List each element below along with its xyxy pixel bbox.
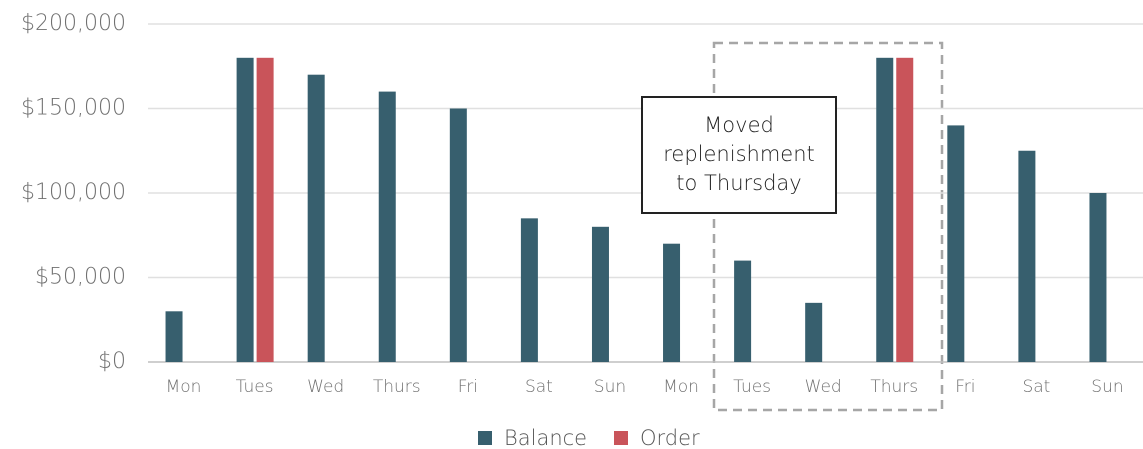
bar [165,311,183,362]
bar [734,260,752,362]
bar [307,74,325,362]
x-tick-label: Fri [458,377,478,397]
bar [663,243,681,362]
annotation-text: to Thursday [676,171,801,195]
x-tick-label: Thurs [870,377,918,397]
x-tick-label: Sun [1091,377,1123,397]
y-tick-label: $150,000 [21,96,126,121]
bar [896,57,914,363]
x-tick-label: Tues [733,377,771,397]
x-tick-label: Sat [1022,377,1050,397]
x-tick-label: Thurs [373,377,421,397]
x-tick-label: Sat [525,377,553,397]
bar [449,108,467,362]
x-tick-label: Mon [663,377,699,397]
y-tick-label: $100,000 [21,180,126,205]
x-tick-label: Mon [166,377,202,397]
bar [236,57,254,363]
x-tick-label: Sun [594,377,626,397]
x-tick-label: Tues [236,377,274,397]
legend-label: Balance [504,426,587,449]
bar [591,226,609,362]
bar [947,125,965,363]
legend-swatch [478,431,492,445]
bar [378,91,396,362]
annotation-text: replenishment [663,142,815,166]
highlight-box [712,41,944,412]
bar [876,57,894,363]
y-tick-label: $200,000 [21,11,126,36]
y-tick-label: $50,000 [35,265,126,290]
annotation-box [641,96,837,214]
x-tick-label: Fri [955,377,975,397]
x-tick-label: Wed [805,377,842,397]
annotation-text: Moved [704,113,774,137]
bar [520,218,538,362]
bar [1089,193,1107,362]
bar [1018,150,1036,362]
bar [805,302,823,362]
y-tick-label: $0 [98,349,126,374]
x-tick-label: Wed [307,377,344,397]
bar [256,57,274,363]
legend-label: Order [640,426,700,449]
legend-swatch [614,431,628,445]
